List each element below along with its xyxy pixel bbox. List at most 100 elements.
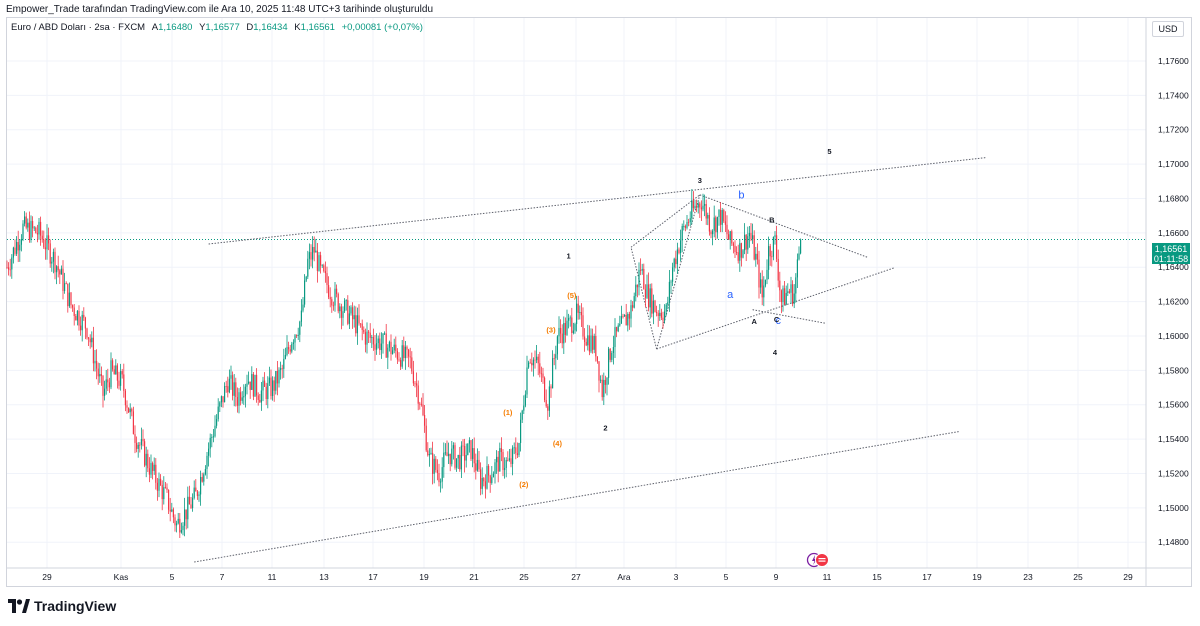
candle-body[interactable]	[752, 235, 754, 240]
candle-body[interactable]	[424, 415, 426, 426]
candle-body[interactable]	[430, 452, 432, 455]
candle-body[interactable]	[172, 509, 174, 518]
candle-body[interactable]	[68, 292, 70, 307]
candle-body[interactable]	[80, 325, 82, 331]
candle-body[interactable]	[195, 487, 197, 492]
candle-body[interactable]	[267, 383, 269, 400]
candle-body[interactable]	[259, 399, 261, 403]
candle-body[interactable]	[185, 509, 187, 520]
candle-body[interactable]	[668, 281, 670, 303]
candle-body[interactable]	[153, 464, 155, 471]
candle-body[interactable]	[753, 235, 755, 260]
candle-body[interactable]	[305, 276, 307, 281]
candle-body[interactable]	[88, 337, 90, 339]
candle-body[interactable]	[280, 368, 282, 370]
candle-body[interactable]	[107, 379, 109, 383]
candle-body[interactable]	[728, 234, 730, 240]
candle-body[interactable]	[372, 337, 374, 345]
candle-body[interactable]	[105, 379, 107, 389]
candle-body[interactable]	[628, 313, 630, 319]
candle-body[interactable]	[211, 437, 213, 438]
candle-body[interactable]	[168, 489, 170, 510]
candle-body[interactable]	[102, 375, 104, 396]
candle-body[interactable]	[739, 243, 741, 261]
candle-body[interactable]	[204, 469, 206, 475]
candle-body[interactable]	[92, 337, 94, 364]
candle-body[interactable]	[307, 258, 309, 277]
candle-body[interactable]	[344, 300, 346, 312]
candle-body[interactable]	[712, 230, 714, 235]
candle-body[interactable]	[468, 440, 470, 444]
candle-body[interactable]	[342, 311, 344, 318]
candle-body[interactable]	[56, 266, 58, 273]
candle-body[interactable]	[640, 269, 642, 271]
candle-body[interactable]	[744, 234, 746, 251]
candle-body[interactable]	[113, 369, 115, 375]
candle-body[interactable]	[363, 329, 365, 333]
candle-body[interactable]	[16, 242, 18, 254]
candle-body[interactable]	[528, 362, 530, 368]
candle-body[interactable]	[790, 284, 792, 293]
candle-body[interactable]	[452, 445, 454, 449]
candle-body[interactable]	[616, 327, 618, 332]
candle-body[interactable]	[60, 268, 62, 275]
candle-body[interactable]	[636, 284, 638, 288]
candle-body[interactable]	[150, 463, 152, 475]
candle-body[interactable]	[273, 380, 275, 391]
candle-body[interactable]	[769, 246, 771, 257]
candle-body[interactable]	[313, 246, 315, 253]
candle-body[interactable]	[12, 247, 14, 258]
candle-body[interactable]	[139, 444, 141, 446]
candle-body[interactable]	[376, 343, 378, 350]
candle-body[interactable]	[454, 445, 456, 468]
wave-label[interactable]: b	[738, 189, 744, 201]
candle-body[interactable]	[776, 235, 778, 259]
candle-body[interactable]	[161, 484, 163, 500]
candle-body[interactable]	[670, 281, 672, 283]
candle-body[interactable]	[227, 386, 229, 393]
candle-body[interactable]	[779, 280, 781, 291]
candle-body[interactable]	[241, 397, 243, 401]
candle-body[interactable]	[555, 354, 557, 359]
candle-body[interactable]	[704, 204, 706, 206]
candle-body[interactable]	[182, 525, 184, 531]
candle-body[interactable]	[40, 221, 42, 236]
candle-body[interactable]	[497, 456, 499, 472]
candle-body[interactable]	[414, 383, 416, 385]
candle-body[interactable]	[302, 304, 304, 311]
candle-body[interactable]	[288, 347, 290, 350]
candle-body[interactable]	[510, 458, 512, 464]
candle-body[interactable]	[558, 327, 560, 337]
candle-body[interactable]	[385, 333, 387, 358]
wave-label[interactable]: 1	[567, 252, 571, 261]
candle-body[interactable]	[536, 356, 538, 361]
candle-body[interactable]	[216, 419, 218, 426]
candle-body[interactable]	[304, 280, 306, 305]
candle-body[interactable]	[526, 367, 528, 395]
candle-body[interactable]	[27, 222, 29, 228]
candle-body[interactable]	[163, 487, 165, 500]
candle-body[interactable]	[75, 315, 77, 321]
candle-body[interactable]	[796, 259, 798, 278]
candle-body[interactable]	[571, 317, 573, 333]
candle-body[interactable]	[696, 205, 698, 208]
candle-body[interactable]	[638, 269, 640, 288]
candle-body[interactable]	[17, 242, 19, 251]
candle-body[interactable]	[278, 369, 280, 384]
candle-body[interactable]	[657, 313, 659, 316]
candle-body[interactable]	[123, 374, 125, 391]
candle-body[interactable]	[652, 300, 654, 314]
candle-body[interactable]	[158, 478, 160, 491]
candle-body[interactable]	[720, 209, 722, 225]
candle-body[interactable]	[179, 518, 181, 533]
candle-body[interactable]	[672, 267, 674, 282]
wave-label[interactable]: A	[751, 317, 757, 326]
candle-body[interactable]	[243, 396, 245, 398]
candle-body[interactable]	[422, 404, 424, 416]
candle-body[interactable]	[513, 447, 515, 449]
candle-body[interactable]	[403, 345, 405, 359]
candle-body[interactable]	[507, 460, 509, 461]
candle-body[interactable]	[713, 217, 715, 231]
candle-body[interactable]	[608, 348, 610, 378]
candle-body[interactable]	[624, 314, 626, 317]
